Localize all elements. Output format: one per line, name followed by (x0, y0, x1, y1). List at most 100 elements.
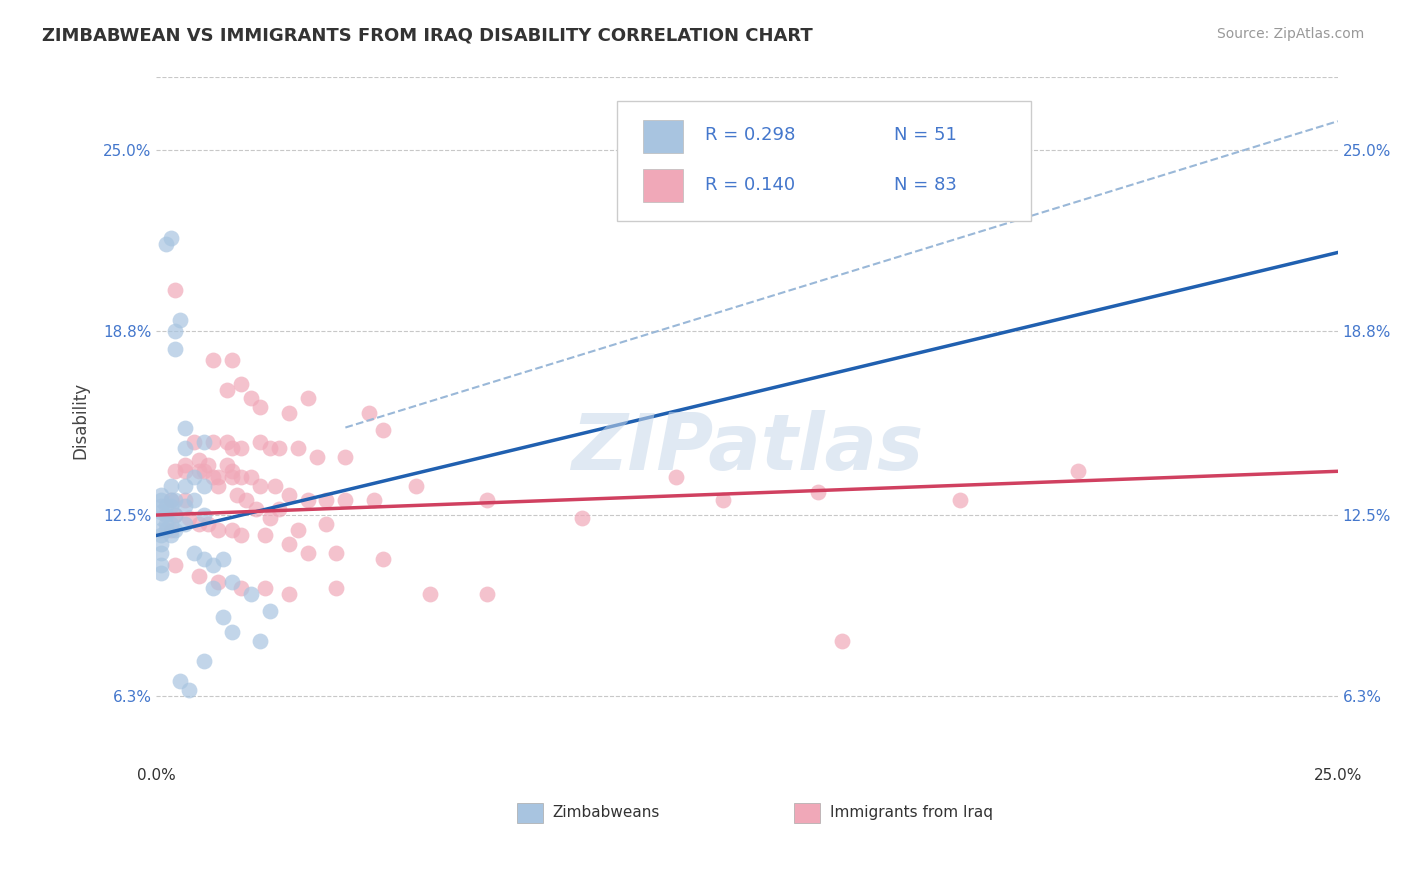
Point (259, 604, 281, 618)
Point (1067, 464, 1090, 478)
Point (150, 537, 173, 551)
Point (231, 376, 253, 391)
Point (165, 284, 187, 298)
Point (159, 493, 181, 508)
Point (193, 435, 215, 450)
Point (155, 508, 177, 522)
Point (231, 441, 253, 455)
Text: N = 83: N = 83 (894, 176, 957, 194)
Point (165, 508, 187, 522)
Point (231, 470, 253, 484)
Point (173, 479, 195, 493)
Text: ZIMBABWEAN VS IMMIGRANTS FROM IRAQ DISABILITY CORRELATION CHART: ZIMBABWEAN VS IMMIGRANTS FROM IRAQ DISAB… (42, 27, 813, 45)
Text: Source: ZipAtlas.com: Source: ZipAtlas.com (1216, 27, 1364, 41)
FancyBboxPatch shape (516, 803, 543, 823)
Point (155, 516, 177, 531)
Point (277, 406, 299, 420)
Point (221, 575, 243, 590)
Point (159, 231, 181, 245)
Point (254, 528, 277, 542)
Point (202, 581, 225, 595)
Point (179, 511, 201, 525)
Point (475, 493, 498, 508)
Point (193, 479, 215, 493)
Point (221, 441, 243, 455)
Point (231, 581, 253, 595)
Point (373, 551, 395, 566)
Point (173, 441, 195, 455)
Text: Immigrants from Iraq: Immigrants from Iraq (830, 805, 993, 820)
Point (150, 523, 173, 537)
Point (159, 528, 181, 542)
Point (211, 610, 233, 624)
Point (150, 528, 173, 542)
Point (159, 493, 181, 508)
Point (187, 464, 209, 478)
Point (159, 500, 181, 514)
Point (197, 516, 219, 531)
Point (165, 324, 187, 338)
Text: Zimbabweans: Zimbabweans (553, 805, 659, 820)
Point (263, 479, 285, 493)
Point (155, 500, 177, 514)
Point (249, 435, 271, 450)
Point (277, 488, 299, 502)
Point (159, 523, 181, 537)
Point (259, 511, 281, 525)
Point (193, 654, 215, 668)
Point (217, 458, 239, 473)
Point (173, 464, 195, 478)
Text: ZIPatlas: ZIPatlas (571, 409, 924, 485)
Point (165, 558, 187, 572)
Point (239, 587, 262, 601)
Point (239, 470, 262, 484)
FancyBboxPatch shape (643, 169, 683, 202)
Point (249, 479, 271, 493)
Point (165, 342, 187, 356)
Point (221, 523, 243, 537)
Point (159, 479, 181, 493)
Point (197, 458, 219, 473)
Point (235, 493, 257, 508)
Point (193, 464, 215, 478)
Point (202, 435, 225, 450)
Point (475, 587, 498, 601)
FancyBboxPatch shape (794, 803, 820, 823)
Point (221, 624, 243, 639)
Point (297, 546, 319, 560)
Text: N = 51: N = 51 (894, 126, 957, 144)
Point (335, 450, 357, 464)
Point (207, 479, 229, 493)
Point (179, 683, 201, 698)
Point (202, 470, 225, 484)
Point (713, 493, 735, 508)
Point (183, 546, 205, 560)
Point (239, 392, 262, 406)
Point (183, 470, 205, 484)
Point (807, 484, 830, 499)
Point (571, 511, 593, 525)
Point (287, 523, 309, 537)
Point (150, 493, 173, 508)
Point (165, 508, 187, 522)
Point (173, 516, 195, 531)
Point (207, 523, 229, 537)
Point (207, 575, 229, 590)
Point (221, 464, 243, 478)
Point (159, 516, 181, 531)
Point (357, 406, 380, 420)
Point (165, 523, 187, 537)
Point (269, 502, 291, 516)
Point (405, 479, 427, 493)
Point (193, 508, 215, 522)
Point (221, 353, 243, 368)
Point (305, 450, 328, 464)
Point (325, 581, 347, 595)
Point (183, 493, 205, 508)
Point (155, 236, 177, 251)
Point (221, 470, 243, 484)
Point (169, 674, 191, 689)
Point (187, 569, 209, 583)
Point (173, 420, 195, 434)
FancyBboxPatch shape (617, 102, 1031, 221)
